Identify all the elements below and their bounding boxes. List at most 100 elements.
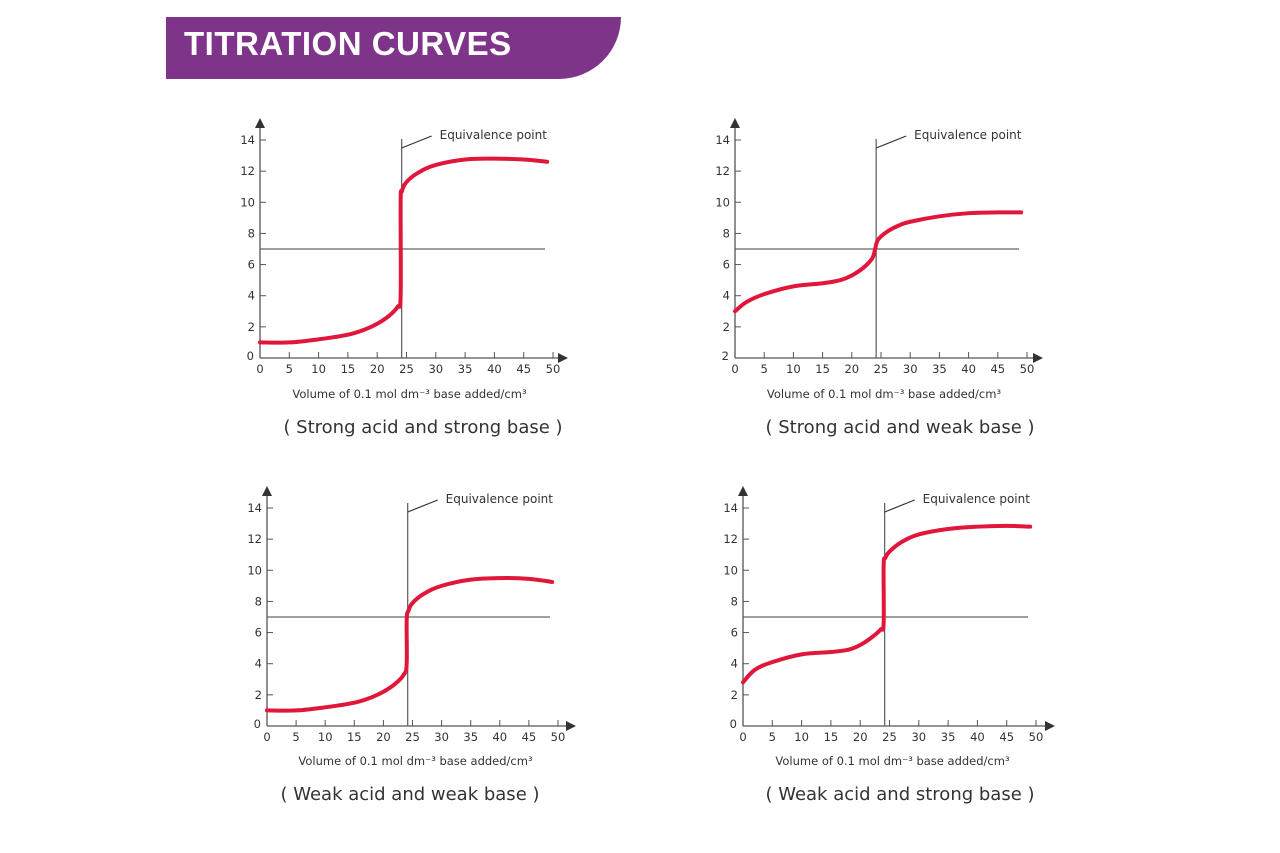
x-axis-label: Volume of 0.1 mol dm⁻³ base added/cm³ [767,387,1002,401]
y-axis-arrow-icon [730,118,740,128]
x-tick-label: 35 [932,362,947,376]
ph-curve [741,523,1033,685]
x-axis-label: Volume of 0.1 mol dm⁻³ base added/cm³ [298,754,533,768]
x-tick-label: 40 [487,362,502,376]
equivalence-point-label: Equivalence point [923,492,1031,506]
y-tick-label: 4 [248,289,255,303]
y-tick-label: 12 [723,532,738,546]
equivalence-point-label: Equivalence point [440,128,548,142]
y-tick-label: 4 [255,657,262,671]
equivalence-pointer [401,135,432,149]
ph-curve [258,156,550,345]
x-tick-label: 30 [903,362,918,376]
x-axis-label: Volume of 0.1 mol dm⁻³ base added/cm³ [292,387,527,401]
equivalence-point-label: Equivalence point [446,492,554,506]
chart-caption: ( Strong acid and weak base ) [765,417,1034,438]
x-tick-label: 50 [546,362,561,376]
y-tick-label: 12 [247,532,262,546]
x-tick-label: 15 [341,362,356,376]
x-tick-label: 35 [458,362,473,376]
y-tick-label: 6 [723,258,730,272]
y-tick-label: 14 [247,501,262,515]
x-tick-label: 20 [370,362,385,376]
y-tick-label: 6 [255,626,262,640]
y-tick-label: 0 [730,717,737,731]
y-tick-label: 14 [715,133,730,147]
chart-caption: ( Weak acid and strong base ) [765,784,1034,805]
title-banner: TITRATION CURVES [166,17,621,79]
x-tick-label: 10 [786,362,801,376]
page-title: TITRATION CURVES [184,25,512,62]
x-tick-label: 45 [522,730,537,744]
equivalence-pointer [884,499,915,513]
y-tick-label: 2 [731,688,738,702]
x-tick-label: 10 [311,362,326,376]
x-tick-label: 25 [882,730,897,744]
x-axis-arrow-icon [558,353,568,363]
x-tick-label: 0 [256,362,263,376]
chart-caption: ( Weak acid and weak base ) [280,784,539,805]
x-tick-label: 45 [999,730,1014,744]
x-tick-label: 45 [990,362,1005,376]
x-axis-arrow-icon [1033,353,1043,363]
y-tick-label: 10 [723,563,738,577]
y-tick-label: 0 [247,349,254,363]
y-tick-label: 8 [255,594,262,608]
chart-strong-acid-weak-base: 0 5 10 15 20 25 30 35 40 45 50 2 2 4 6 8 10 12 14 Equivalen… [715,118,1043,438]
x-tick-label: 0 [263,730,270,744]
y-tick-label: 6 [731,626,738,640]
x-tick-label: 25 [399,362,414,376]
chart-weak-acid-weak-base: 0 5 10 15 20 25 30 35 40 45 50 0 2 4 6 8 10 12 14 Equivalen… [247,486,576,805]
x-tick-label: 15 [815,362,830,376]
x-tick-label: 15 [824,730,839,744]
y-tick-label: 2 [723,320,730,334]
chart-weak-acid-strong-base: 0 5 10 15 20 25 30 35 40 45 50 0 2 4 6 8 10 12 14 Equivalen… [723,486,1055,805]
x-tick-label: 25 [405,730,420,744]
x-axis-arrow-icon [1045,721,1055,731]
equivalence-pointer [407,499,438,513]
chart-caption: ( Strong acid and strong base ) [283,417,562,438]
x-tick-label: 30 [434,730,449,744]
y-tick-label: 10 [240,195,255,209]
ph-curve [733,210,1024,314]
x-tick-label: 15 [347,730,362,744]
x-tick-label: 30 [911,730,926,744]
x-tick-label: 5 [769,730,776,744]
x-tick-label: 5 [292,730,299,744]
x-tick-label: 50 [551,730,566,744]
x-tick-label: 35 [941,730,956,744]
x-tick-label: 20 [853,730,868,744]
x-tick-label: 5 [761,362,768,376]
x-axis-label: Volume of 0.1 mol dm⁻³ base added/cm³ [775,754,1010,768]
x-tick-label: 0 [739,730,746,744]
y-tick-label: 4 [731,657,738,671]
y-tick-label: 4 [723,289,730,303]
y-tick-label: 12 [715,164,730,178]
ph-curve [265,576,555,713]
x-tick-label: 40 [970,730,985,744]
y-tick-label: 0 [254,717,261,731]
y-tick-label: 6 [248,258,255,272]
equivalence-point-label: Equivalence point [914,128,1022,142]
y-tick-label: 2 [722,349,729,363]
x-tick-label: 20 [376,730,391,744]
x-tick-label: 50 [1029,730,1044,744]
y-tick-label: 8 [723,226,730,240]
x-tick-label: 50 [1020,362,1035,376]
y-tick-label: 8 [248,226,255,240]
equivalence-pointer [875,135,907,149]
y-tick-label: 2 [255,688,262,702]
x-tick-label: 45 [516,362,531,376]
y-tick-label: 14 [240,133,255,147]
y-tick-label: 8 [731,594,738,608]
y-tick-label: 10 [247,563,262,577]
x-tick-label: 40 [492,730,507,744]
x-tick-label: 25 [874,362,889,376]
x-tick-label: 35 [463,730,478,744]
y-axis-arrow-icon [738,486,748,496]
y-axis-arrow-icon [255,118,265,128]
chart-strong-acid-strong-base: 0 5 10 15 20 25 30 35 40 45 50 0 2 4 6 8 10 12 14 Equivalen… [240,118,568,438]
x-tick-label: 0 [731,362,738,376]
x-axis-arrow-icon [566,721,576,731]
